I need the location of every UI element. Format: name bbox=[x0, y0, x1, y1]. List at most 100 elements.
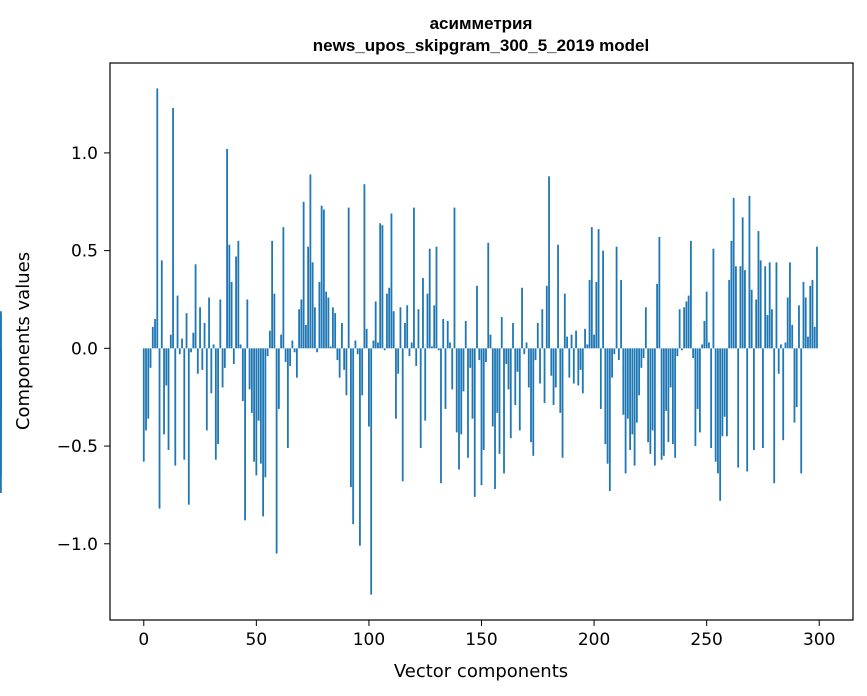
bar bbox=[259, 348, 262, 464]
bar bbox=[604, 348, 607, 445]
bar bbox=[370, 348, 373, 595]
bar bbox=[160, 260, 163, 349]
bar bbox=[325, 291, 328, 349]
bar bbox=[185, 313, 188, 349]
bar bbox=[449, 342, 451, 349]
bar bbox=[210, 348, 213, 394]
bar bbox=[701, 344, 704, 349]
bar bbox=[345, 348, 348, 396]
bar bbox=[735, 266, 737, 349]
bar bbox=[311, 262, 314, 349]
bar bbox=[723, 348, 726, 417]
bar bbox=[415, 348, 418, 366]
bar bbox=[212, 344, 215, 349]
bar bbox=[726, 348, 728, 437]
bar bbox=[226, 148, 228, 349]
bar bbox=[647, 348, 650, 443]
bar bbox=[282, 227, 285, 349]
bar bbox=[719, 348, 722, 501]
bar bbox=[410, 342, 413, 349]
bar bbox=[426, 293, 429, 349]
bar bbox=[154, 319, 156, 349]
bar bbox=[674, 348, 677, 458]
bar bbox=[291, 340, 294, 349]
bar bbox=[458, 348, 460, 470]
bar bbox=[307, 246, 310, 349]
bar bbox=[764, 266, 767, 349]
x-tick-label: 50 bbox=[246, 630, 268, 650]
bar bbox=[791, 324, 794, 349]
bar bbox=[336, 348, 339, 361]
bar bbox=[408, 348, 411, 357]
bar bbox=[147, 348, 150, 419]
bar bbox=[721, 348, 724, 437]
bar bbox=[656, 283, 659, 349]
bar bbox=[309, 174, 312, 349]
bar bbox=[613, 348, 616, 355]
bar bbox=[286, 348, 289, 449]
bar bbox=[590, 227, 593, 349]
bar bbox=[329, 346, 332, 349]
bar bbox=[453, 207, 456, 349]
bar bbox=[496, 348, 499, 413]
bar bbox=[397, 348, 400, 374]
bar bbox=[768, 262, 771, 349]
bar bbox=[374, 301, 377, 349]
bar bbox=[771, 309, 773, 349]
bar bbox=[777, 348, 780, 374]
bar bbox=[381, 225, 384, 349]
bar bbox=[541, 309, 544, 349]
bar bbox=[217, 348, 219, 445]
bar bbox=[156, 88, 159, 349]
bar bbox=[629, 348, 631, 450]
bar bbox=[597, 229, 600, 349]
bar bbox=[359, 348, 361, 546]
bar bbox=[422, 277, 424, 349]
bar bbox=[795, 348, 798, 407]
bar bbox=[644, 307, 647, 349]
bar bbox=[732, 197, 735, 349]
bar bbox=[521, 287, 523, 349]
bar bbox=[404, 322, 406, 349]
bar bbox=[151, 326, 154, 349]
bar bbox=[298, 309, 301, 349]
y-tick-label: 0.5 bbox=[71, 242, 98, 262]
bar bbox=[442, 319, 445, 349]
bar bbox=[516, 348, 519, 372]
bar bbox=[462, 348, 465, 392]
bar bbox=[343, 348, 346, 370]
bar bbox=[505, 348, 508, 364]
bar bbox=[498, 348, 501, 454]
bar bbox=[572, 348, 575, 384]
bar bbox=[174, 348, 177, 466]
bar bbox=[223, 348, 226, 368]
bar bbox=[205, 348, 208, 431]
y-tick-label: 1.0 bbox=[71, 144, 98, 164]
bar bbox=[149, 348, 152, 368]
bar bbox=[536, 322, 539, 349]
bar bbox=[527, 348, 530, 388]
bar bbox=[266, 348, 269, 357]
bar bbox=[798, 305, 800, 349]
bar bbox=[401, 348, 404, 482]
bar bbox=[512, 322, 514, 349]
bar bbox=[626, 348, 629, 419]
chart-subtitle: news_upos_skipgram_300_5_2019 model bbox=[313, 36, 649, 55]
bar bbox=[717, 348, 719, 474]
bar bbox=[811, 279, 814, 349]
bar bbox=[0, 311, 2, 349]
bar bbox=[406, 305, 409, 349]
bar bbox=[687, 295, 690, 349]
bar bbox=[399, 307, 402, 349]
bar bbox=[322, 209, 325, 349]
bar bbox=[692, 348, 695, 359]
bar bbox=[500, 317, 503, 349]
bar bbox=[300, 299, 303, 349]
bar bbox=[773, 348, 776, 484]
bar bbox=[248, 348, 251, 390]
bar bbox=[485, 348, 487, 363]
bar bbox=[710, 348, 713, 449]
bar bbox=[575, 330, 577, 349]
bar-series bbox=[0, 88, 818, 595]
bar bbox=[295, 348, 298, 378]
